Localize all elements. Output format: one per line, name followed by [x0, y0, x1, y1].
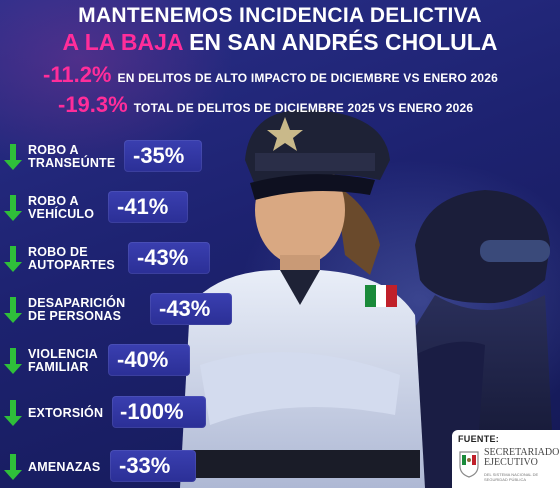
crime-label: VIOLENCIA FAMILIAR [28, 347, 98, 374]
crime-label: ROBO DE AUTOPARTES [28, 245, 115, 272]
stat-total: -19.3% TOTAL DE DELITOS DE DICIEMBRE 202… [58, 92, 473, 118]
crime-item-robo-vehiculo: ROBO A VEHÍCULO -41% [0, 189, 240, 229]
source-name: SECRETARIADO EJECUTIVO [484, 447, 560, 468]
stat-pct: -11.2% [43, 62, 112, 87]
page-subtitle: A LA BAJA EN SAN ANDRÉS CHOLULA [0, 28, 560, 56]
crime-pill: -100% [112, 396, 206, 428]
sesnsp-seal-icon [459, 451, 479, 478]
crime-item-robo-autopartes: ROBO DE AUTOPARTES -43% [0, 240, 240, 280]
crime-pct: -43% [159, 296, 211, 321]
crime-pct: -35% [133, 143, 185, 168]
crime-label: EXTORSIÓN [28, 406, 104, 420]
crime-item-robo-transeunte: ROBO A TRANSEÚNTE -35% [0, 138, 240, 178]
crime-pill: -35% [124, 140, 202, 172]
crime-pct: -40% [117, 347, 169, 372]
down-arrow-icon [4, 348, 22, 374]
stat-desc: EN DELITOS DE ALTO IMPACTO DE DICIEMBRE … [117, 71, 498, 85]
crime-pill: -41% [108, 191, 188, 223]
crime-label: ROBO A VEHÍCULO [28, 194, 95, 221]
stat-high-impact: -11.2% EN DELITOS DE ALTO IMPACTO DE DIC… [43, 62, 498, 88]
stat-desc: TOTAL DE DELITOS DE DICIEMBRE 2025 VS EN… [133, 101, 474, 115]
crime-pill: -43% [150, 293, 232, 325]
stat-pct: -19.3% [58, 92, 128, 117]
crime-item-extorsion: EXTORSIÓN -100% [0, 394, 240, 434]
down-arrow-icon [4, 297, 22, 323]
crime-pct: -33% [119, 453, 171, 478]
subtitle-rest: EN SAN ANDRÉS CHOLULA [189, 29, 498, 55]
crime-pct: -43% [137, 245, 189, 270]
crime-pill: -40% [108, 344, 190, 376]
crime-pct: -41% [117, 194, 169, 219]
crime-label: DESAPARICIÓN DE PERSONAS [28, 296, 126, 323]
page-title: MANTENEMOS INCIDENCIA DELICTIVA [78, 4, 482, 27]
down-arrow-icon [4, 454, 22, 480]
down-arrow-icon [4, 246, 22, 272]
down-arrow-icon [4, 195, 22, 221]
crime-item-violencia-familiar: VIOLENCIA FAMILIAR -40% [0, 342, 240, 382]
source-label: FUENTE: [458, 434, 500, 444]
crime-item-amenazas: AMENAZAS -33% [0, 448, 240, 488]
crime-pill: -43% [128, 242, 210, 274]
source-box: FUENTE: SECRETARIADO EJECUTIVO DEL SISTE… [452, 430, 560, 488]
police-officer-image [180, 109, 425, 488]
source-sub: DEL SISTEMA NACIONAL DE SEGURIDAD PÚBLIC… [484, 472, 539, 482]
crime-label: ROBO A TRANSEÚNTE [28, 143, 116, 170]
header: MANTENEMOS INCIDENCIA DELICTIVA A LA BAJ… [0, 4, 560, 56]
crime-pct: -100% [120, 399, 184, 424]
subtitle-highlight: A LA BAJA [62, 29, 183, 55]
down-arrow-icon [4, 400, 22, 426]
crime-label: AMENAZAS [28, 460, 101, 474]
down-arrow-icon [4, 144, 22, 170]
crime-pill: -33% [110, 450, 196, 482]
crime-item-desaparicion: DESAPARICIÓN DE PERSONAS -43% [0, 291, 240, 331]
